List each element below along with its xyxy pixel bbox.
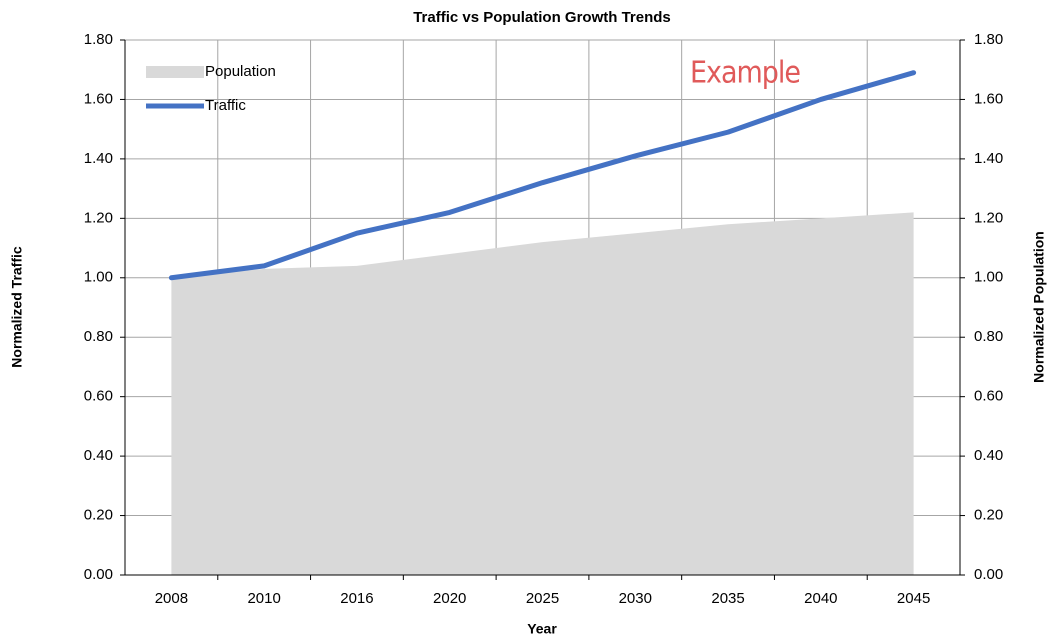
y-tick-label: 1.80 (84, 31, 113, 48)
y-axis-label: Normalized Traffic (9, 246, 25, 368)
x-tick-label: 2045 (897, 590, 930, 607)
y2-tick-label: 0.60 (974, 388, 1003, 405)
x-tick-label: 2025 (526, 590, 559, 607)
marks (168, 70, 917, 575)
y2-tick-label: 0.00 (974, 566, 1003, 583)
y-tick-label: 1.60 (84, 90, 113, 107)
y2-tick-label: 1.80 (974, 31, 1003, 48)
y2-tick-label: 1.60 (974, 90, 1003, 107)
x-tick-label: 2040 (804, 590, 837, 607)
x-tick-label: 2008 (155, 590, 188, 607)
population-area (171, 212, 914, 575)
x-tick-label: 2020 (433, 590, 466, 607)
x-tick-label: 2035 (711, 590, 744, 607)
y2-tick-label: 0.40 (974, 447, 1003, 464)
y-tick-label: 0.40 (84, 447, 113, 464)
legend-label: Traffic (205, 97, 246, 114)
y2-tick-label: 0.20 (974, 507, 1003, 524)
y-tick-label: 1.00 (84, 269, 113, 286)
legend-label: Population (205, 63, 276, 80)
chart-title: Traffic vs Population Growth Trends (413, 9, 671, 26)
axes: 0.00 0.20 0.40 0.60 0.80 1.00 1.20 1.40 1.60 1.80… (84, 31, 1003, 607)
x-tick-label: 2016 (340, 590, 373, 607)
y-tick-label: 1.40 (84, 150, 113, 167)
y-tick-label: 1.20 (84, 209, 113, 226)
y-tick-label: 0.00 (84, 566, 113, 583)
x-axis-label: Year (527, 621, 557, 637)
y-tick-label: 0.80 (84, 328, 113, 345)
traffic-line (168, 70, 917, 281)
y2-axis-label: Normalized Population (1031, 231, 1047, 383)
y-tick-label: 0.60 (84, 388, 113, 405)
y2-tick-label: 1.40 (974, 150, 1003, 167)
x-tick-label: 2010 (247, 590, 280, 607)
annotation: Example (690, 56, 800, 91)
y2-tick-label: 1.00 (974, 269, 1003, 286)
y2-tick-label: 0.80 (974, 328, 1003, 345)
x-tick-label: 2030 (619, 590, 652, 607)
legend-swatch (146, 66, 204, 78)
y-tick-label: 0.20 (84, 507, 113, 524)
y2-tick-label: 1.20 (974, 209, 1003, 226)
